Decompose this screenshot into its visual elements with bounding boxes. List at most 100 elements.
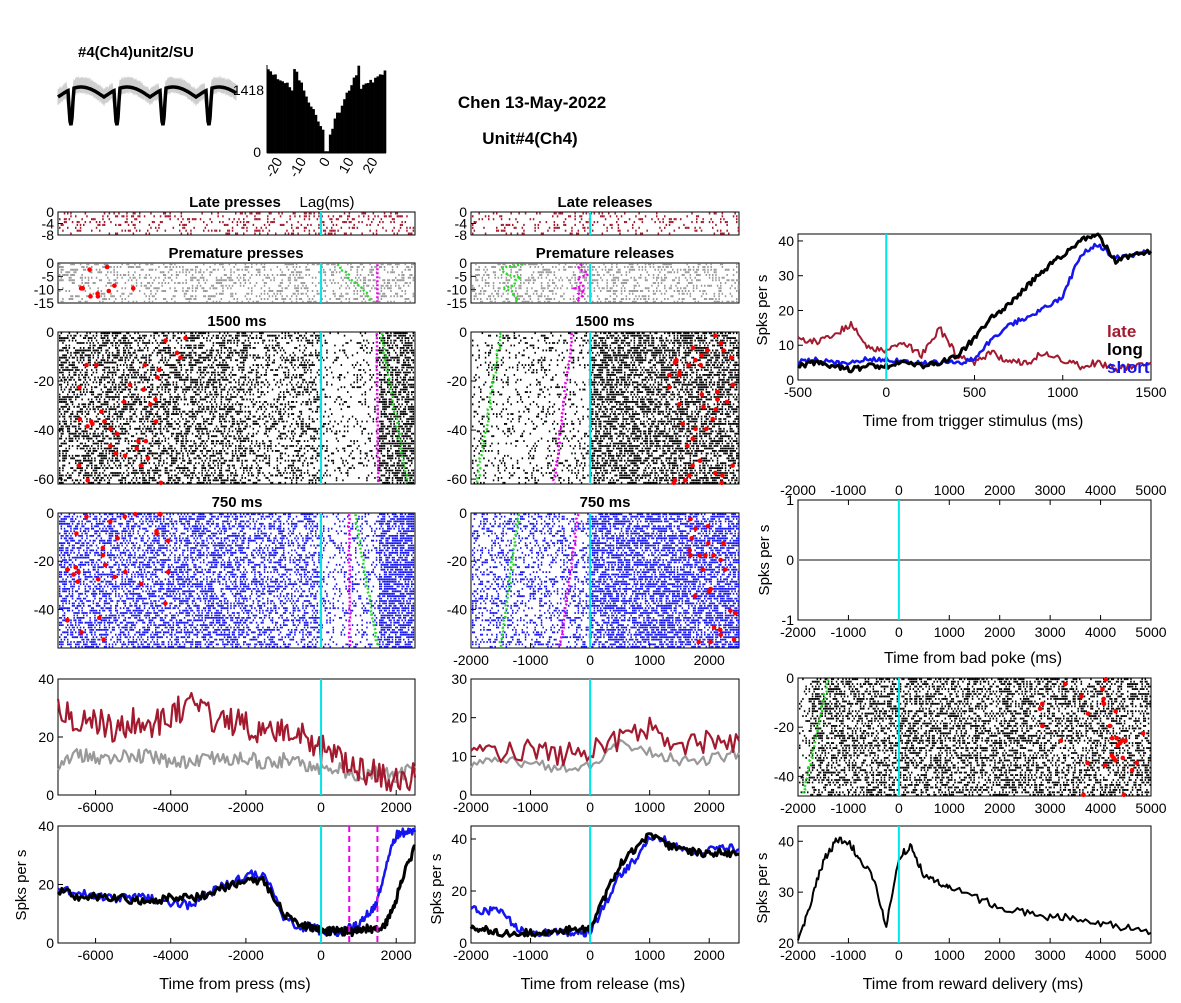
axes-frame bbox=[57, 262, 416, 304]
x-tick-label: 1000 bbox=[934, 482, 965, 498]
raster_reward-axes: 0 -20 -40 -2000 -1000 0 1000 2000 3000 4000 5000 bbox=[774, 670, 1167, 816]
reward-dot bbox=[102, 562, 108, 568]
reward-dot bbox=[133, 511, 138, 517]
psth_err_press-axes: 0 20 40 -6000 -4000 -2000 0 2000 bbox=[38, 671, 417, 815]
acg-bar bbox=[300, 82, 303, 153]
psth_press-axes: 0 20 40 -6000 -4000 -2000 0 2000 bbox=[38, 818, 417, 963]
reward-dot bbox=[672, 478, 678, 483]
y-tick-label: -10 bbox=[34, 282, 54, 298]
x-tick-label: -2000 bbox=[780, 800, 816, 816]
reward-dot bbox=[84, 514, 89, 519]
event-marker-magenta bbox=[552, 332, 574, 484]
event-marker-green bbox=[801, 678, 830, 795]
reward-dot bbox=[698, 362, 704, 368]
x-tick-label: 4000 bbox=[1085, 947, 1116, 963]
acg-bar bbox=[376, 76, 380, 153]
reward-dot bbox=[71, 572, 76, 577]
x-tick-label: -2000 bbox=[453, 799, 489, 815]
x-tick-label: 1000 bbox=[634, 652, 665, 668]
x-tick-label: -1000 bbox=[513, 652, 549, 668]
acg-bar bbox=[338, 112, 342, 153]
acg-bar bbox=[343, 99, 346, 153]
spike-ticks bbox=[59, 212, 415, 235]
x-tick-label: 10 bbox=[335, 154, 357, 176]
y-tick-label: -40 bbox=[34, 601, 54, 617]
reward-dot bbox=[163, 338, 168, 343]
reward-dot bbox=[153, 419, 159, 424]
y-tick-label: 40 bbox=[38, 671, 54, 687]
x-tick-label: 2000 bbox=[984, 800, 1015, 816]
acg-bar bbox=[331, 128, 334, 153]
event-marker-green bbox=[379, 333, 409, 484]
reward-dot bbox=[143, 438, 149, 444]
reward-dot bbox=[690, 463, 695, 468]
reward-dot bbox=[1109, 735, 1115, 741]
reward-dot bbox=[1062, 681, 1068, 687]
reward-dot bbox=[99, 409, 104, 414]
reward-dot bbox=[1100, 686, 1105, 692]
acg-bar bbox=[366, 82, 370, 153]
reward-dot bbox=[666, 384, 672, 390]
reward-dot bbox=[728, 355, 734, 361]
reward-dot bbox=[154, 531, 159, 536]
x-tick-label: 1000 bbox=[934, 947, 965, 963]
x-tick-label: 0 bbox=[317, 947, 325, 963]
reward-dot bbox=[704, 426, 709, 432]
x-tick-label: -20 bbox=[262, 154, 286, 180]
ylabel-press: Spks per s bbox=[13, 850, 30, 921]
x-tick-label: 0 bbox=[895, 482, 903, 498]
reward-dot bbox=[704, 348, 710, 353]
reward-dot bbox=[697, 458, 703, 464]
axes-frame bbox=[470, 331, 740, 485]
reward-dot bbox=[1101, 701, 1107, 707]
acg-bar bbox=[267, 69, 270, 153]
reward-dot bbox=[710, 416, 715, 422]
reward-dot bbox=[154, 375, 160, 380]
x-tick-label: 1000 bbox=[1047, 384, 1078, 400]
y-tick-label: 40 bbox=[451, 831, 467, 847]
reward-dot bbox=[153, 397, 158, 402]
acg-xlabel: Lag(ms) bbox=[299, 194, 354, 211]
y-tick-label: -20 bbox=[774, 719, 794, 735]
x-tick-label: -2000 bbox=[780, 482, 816, 498]
title-late-presses: Late presses bbox=[189, 194, 281, 211]
reward-dot bbox=[130, 286, 136, 291]
x-tick-label: -10 bbox=[285, 154, 309, 180]
y-tick-label: 0 bbox=[459, 324, 467, 340]
reward-dot bbox=[162, 601, 168, 606]
reward-dot bbox=[688, 516, 693, 522]
x-tick-label: 20 bbox=[359, 154, 381, 176]
reward-dot bbox=[722, 567, 728, 572]
reward-dot bbox=[682, 478, 688, 483]
x-tick-label: 0 bbox=[895, 947, 903, 963]
x-tick-label: 0 bbox=[586, 652, 594, 668]
reward-dot bbox=[690, 345, 696, 351]
event-marker-green bbox=[354, 514, 379, 647]
acg-bar bbox=[383, 70, 387, 153]
reward-dot bbox=[706, 589, 712, 594]
raster_late_release-axes: 0-4-8 bbox=[455, 204, 740, 243]
y-tick-label: -20 bbox=[34, 373, 54, 389]
reward-dot bbox=[1140, 731, 1146, 736]
x-tick-label: 3000 bbox=[1035, 624, 1066, 640]
x-tick-label: -1000 bbox=[831, 800, 867, 816]
x-tick-label: -2000 bbox=[228, 799, 264, 815]
x-tick-label: -2000 bbox=[228, 947, 264, 963]
title-premature-presses: Premature presses bbox=[168, 245, 303, 262]
reward-dot bbox=[693, 357, 698, 363]
xlabel-press: Time from press (ms) bbox=[159, 976, 310, 993]
y-tick-label: -20 bbox=[447, 553, 467, 569]
reward-dot bbox=[720, 473, 725, 478]
acg-bar bbox=[269, 71, 273, 153]
acg-bar bbox=[357, 65, 361, 153]
spike-ticks bbox=[799, 678, 1151, 796]
acg-bar bbox=[293, 69, 296, 153]
waveform-mean bbox=[56, 85, 237, 126]
raster_prem_release-axes: 0-5-10-15 bbox=[447, 255, 740, 311]
event-marker-green bbox=[474, 332, 503, 484]
reward-dot bbox=[1114, 735, 1120, 741]
reward-dot bbox=[100, 552, 106, 558]
event-marker-green bbox=[336, 263, 372, 303]
xlabel-trigger: Time from trigger stimulus (ms) bbox=[863, 413, 1084, 430]
reward-dot bbox=[84, 362, 89, 368]
